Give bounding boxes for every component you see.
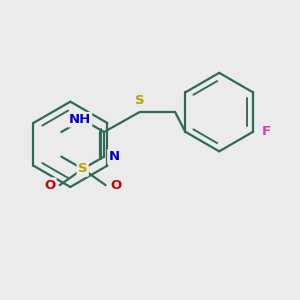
Text: O: O [110, 179, 121, 192]
Text: O: O [44, 179, 56, 192]
Text: NH: NH [69, 113, 91, 126]
Text: N: N [108, 150, 119, 163]
Text: S: S [135, 94, 144, 107]
Text: F: F [261, 125, 271, 138]
Text: S: S [78, 162, 88, 176]
